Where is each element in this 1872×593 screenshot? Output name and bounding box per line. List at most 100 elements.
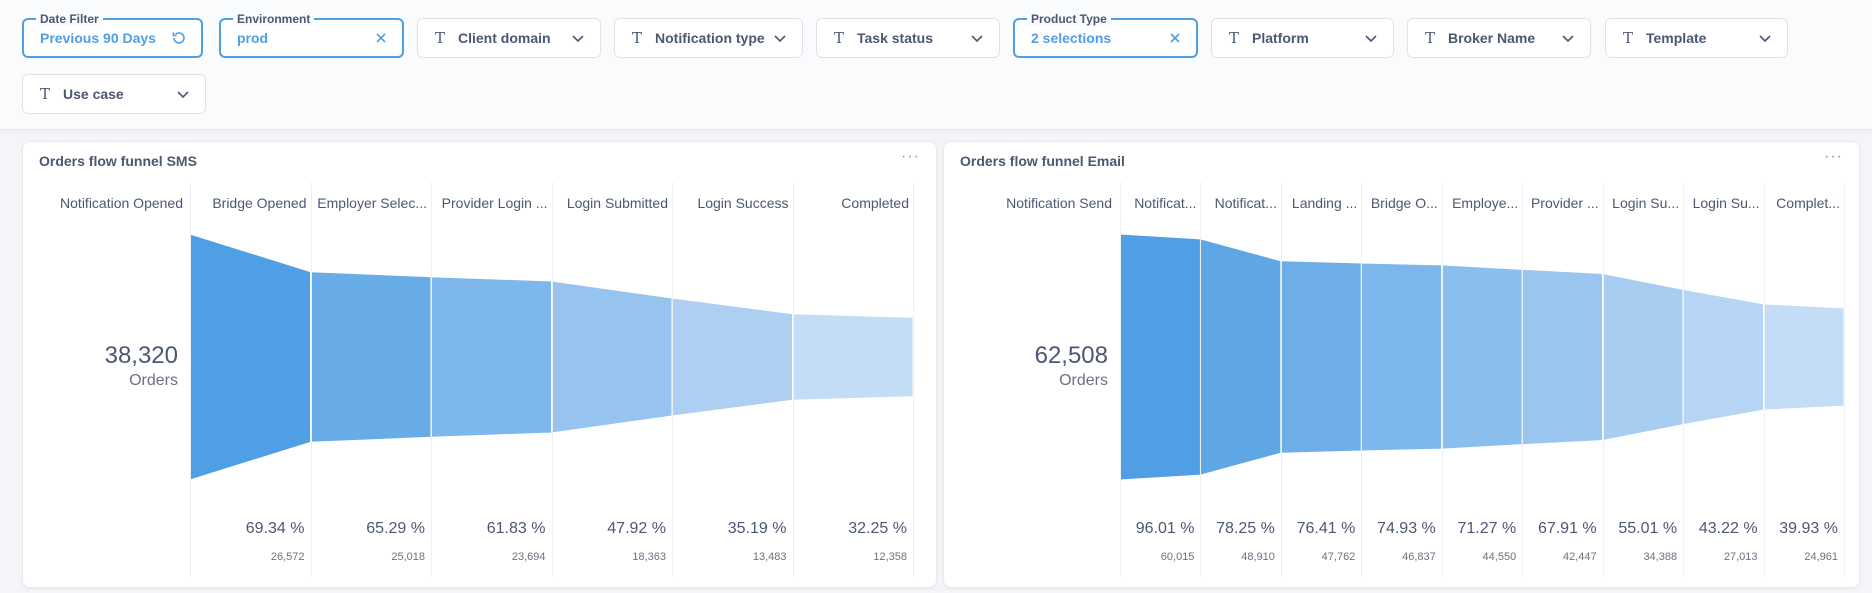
funnel-divider — [1441, 182, 1443, 577]
funnel-step-label: Employer Selec... — [317, 195, 427, 211]
funnel-step-count: 44,550 — [1482, 551, 1517, 563]
funnel-step-label: Bridge O... — [1370, 195, 1438, 211]
template-filter-label: Template — [1646, 30, 1707, 46]
funnel-card-email: Orders flow funnel Email 62,508 Orders N… — [943, 141, 1860, 588]
chevron-down-icon — [1363, 30, 1379, 46]
funnel-total-unit: Orders — [1059, 372, 1108, 389]
funnel-first-step-label: Notification Send — [1006, 195, 1112, 211]
funnel-step-percent: 96.01 % — [1135, 520, 1195, 537]
date-filter-value: Previous 90 Days — [40, 30, 156, 46]
funnel-step-count: 48,910 — [1241, 551, 1275, 563]
funnel-divider — [190, 182, 191, 577]
funnel-segment[interactable] — [430, 276, 552, 438]
funnel-step-count: 46,837 — [1402, 551, 1436, 563]
product-type-filter-value: 2 selections — [1031, 30, 1112, 46]
text-type-icon: T — [434, 29, 445, 47]
funnel-total: 62,508 — [1034, 342, 1108, 369]
funnel-step-percent: 71.27 % — [1457, 520, 1517, 537]
funnel-total: 38,320 — [104, 342, 178, 369]
environment-filter-value: prod — [237, 30, 269, 46]
funnel-step-label: Login Success — [697, 195, 789, 211]
funnel-step-percent: 61.83 % — [486, 520, 546, 537]
funnel-segment[interactable] — [310, 271, 432, 443]
use-case-filter-label: Use case — [63, 86, 124, 102]
funnel-step-label: Notificat... — [1134, 195, 1197, 211]
funnel-chart — [1119, 233, 1845, 481]
funnel-segment[interactable] — [1602, 272, 1684, 442]
funnel-step-label: Provider Login ... — [441, 195, 548, 211]
broker-name-filter[interactable]: T Broker Name — [1407, 18, 1591, 58]
funnel-segment[interactable] — [671, 297, 793, 417]
date-filter-legend: Date Filter — [36, 12, 103, 26]
funnel-segment[interactable] — [1360, 262, 1443, 452]
funnel-step-percent: 76.41 % — [1296, 520, 1356, 537]
funnel-step-label: Login Su... — [1612, 195, 1680, 211]
text-type-icon: T — [1228, 29, 1239, 47]
funnel-step-label: Completed — [841, 195, 909, 211]
chevron-down-icon — [772, 30, 788, 46]
close-icon[interactable] — [1168, 31, 1182, 45]
funnel-segment[interactable] — [1119, 233, 1201, 481]
product-type-filter-legend: Product Type — [1027, 12, 1111, 26]
funnel-step-count: 26,572 — [270, 551, 305, 563]
funnel-step-count: 13,483 — [752, 551, 787, 563]
notification-type-filter[interactable]: T Notification type — [614, 18, 803, 58]
funnel-divider — [792, 182, 794, 577]
text-type-icon: T — [1622, 29, 1633, 47]
funnel-segment[interactable] — [1763, 303, 1845, 411]
funnel-step-count: 34,388 — [1643, 551, 1678, 563]
date-filter[interactable]: Date Filter Previous 90 Days — [22, 12, 203, 58]
environment-filter-legend: Environment — [233, 12, 315, 26]
funnel-segment[interactable] — [1682, 288, 1765, 426]
chevron-down-icon — [1560, 30, 1576, 46]
funnel-divider — [1200, 182, 1202, 577]
funnel-step-count: 60,015 — [1160, 551, 1195, 563]
text-type-icon: T — [39, 85, 50, 103]
more-options-icon[interactable]: ··· — [901, 148, 920, 165]
use-case-filter[interactable]: T Use case — [22, 74, 206, 114]
funnel-step-label: Login Su... — [1692, 195, 1760, 211]
chevron-down-icon — [1757, 30, 1773, 46]
close-icon[interactable] — [374, 31, 388, 45]
funnel-step-percent: 67.91 % — [1537, 520, 1597, 537]
funnel-step-label: Landing ... — [1291, 195, 1358, 211]
funnel-step-percent: 43.22 % — [1698, 520, 1758, 537]
product-type-filter[interactable]: Product Type 2 selections — [1013, 12, 1198, 58]
funnel-divider — [1844, 182, 1845, 577]
environment-filter[interactable]: Environment prod — [219, 12, 404, 58]
funnel-segment[interactable] — [189, 233, 311, 481]
funnel-segment[interactable] — [792, 313, 914, 401]
funnel-step-percent: 55.01 % — [1618, 520, 1678, 537]
funnel-step-label: Login Submitted — [566, 195, 668, 211]
template-filter[interactable]: T Template — [1605, 18, 1788, 58]
text-type-icon: T — [1424, 29, 1435, 47]
funnel-divider — [1522, 182, 1524, 577]
funnel-step-percent: 35.19 % — [727, 520, 787, 537]
funnel-segment[interactable] — [1280, 260, 1362, 454]
funnel-segment[interactable] — [1441, 264, 1523, 450]
funnel-divider — [1120, 182, 1121, 577]
funnel-step-count: 25,018 — [391, 551, 425, 563]
more-options-icon[interactable]: ··· — [1824, 148, 1843, 165]
funnel-chart — [189, 233, 914, 481]
funnel-first-step-label: Notification Opened — [60, 195, 183, 211]
funnel-divider — [1361, 182, 1363, 577]
notification-type-filter-label: Notification type — [655, 30, 765, 46]
funnel-segment[interactable] — [1521, 268, 1604, 446]
platform-filter[interactable]: T Platform — [1211, 18, 1394, 58]
funnel-step-percent: 65.29 % — [366, 520, 425, 537]
funnel-step-count: 27,013 — [1723, 551, 1758, 563]
task-status-filter[interactable]: T Task status — [816, 18, 1000, 58]
funnel-step-percent: 39.93 % — [1779, 520, 1838, 537]
funnel-step-count: 23,694 — [511, 551, 546, 563]
refresh-icon[interactable] — [171, 30, 187, 46]
client-domain-filter-label: Client domain — [458, 30, 551, 46]
text-type-icon: T — [833, 29, 844, 47]
funnel-segment[interactable] — [1199, 238, 1282, 476]
funnel-step-count: 42,447 — [1563, 551, 1597, 563]
funnel-step-count: 12,358 — [873, 551, 907, 563]
client-domain-filter[interactable]: T Client domain — [417, 18, 601, 58]
funnel-step-percent: 78.25 % — [1216, 520, 1275, 537]
funnel-segment[interactable] — [551, 280, 673, 434]
funnel-step-percent: 32.25 % — [848, 520, 907, 537]
